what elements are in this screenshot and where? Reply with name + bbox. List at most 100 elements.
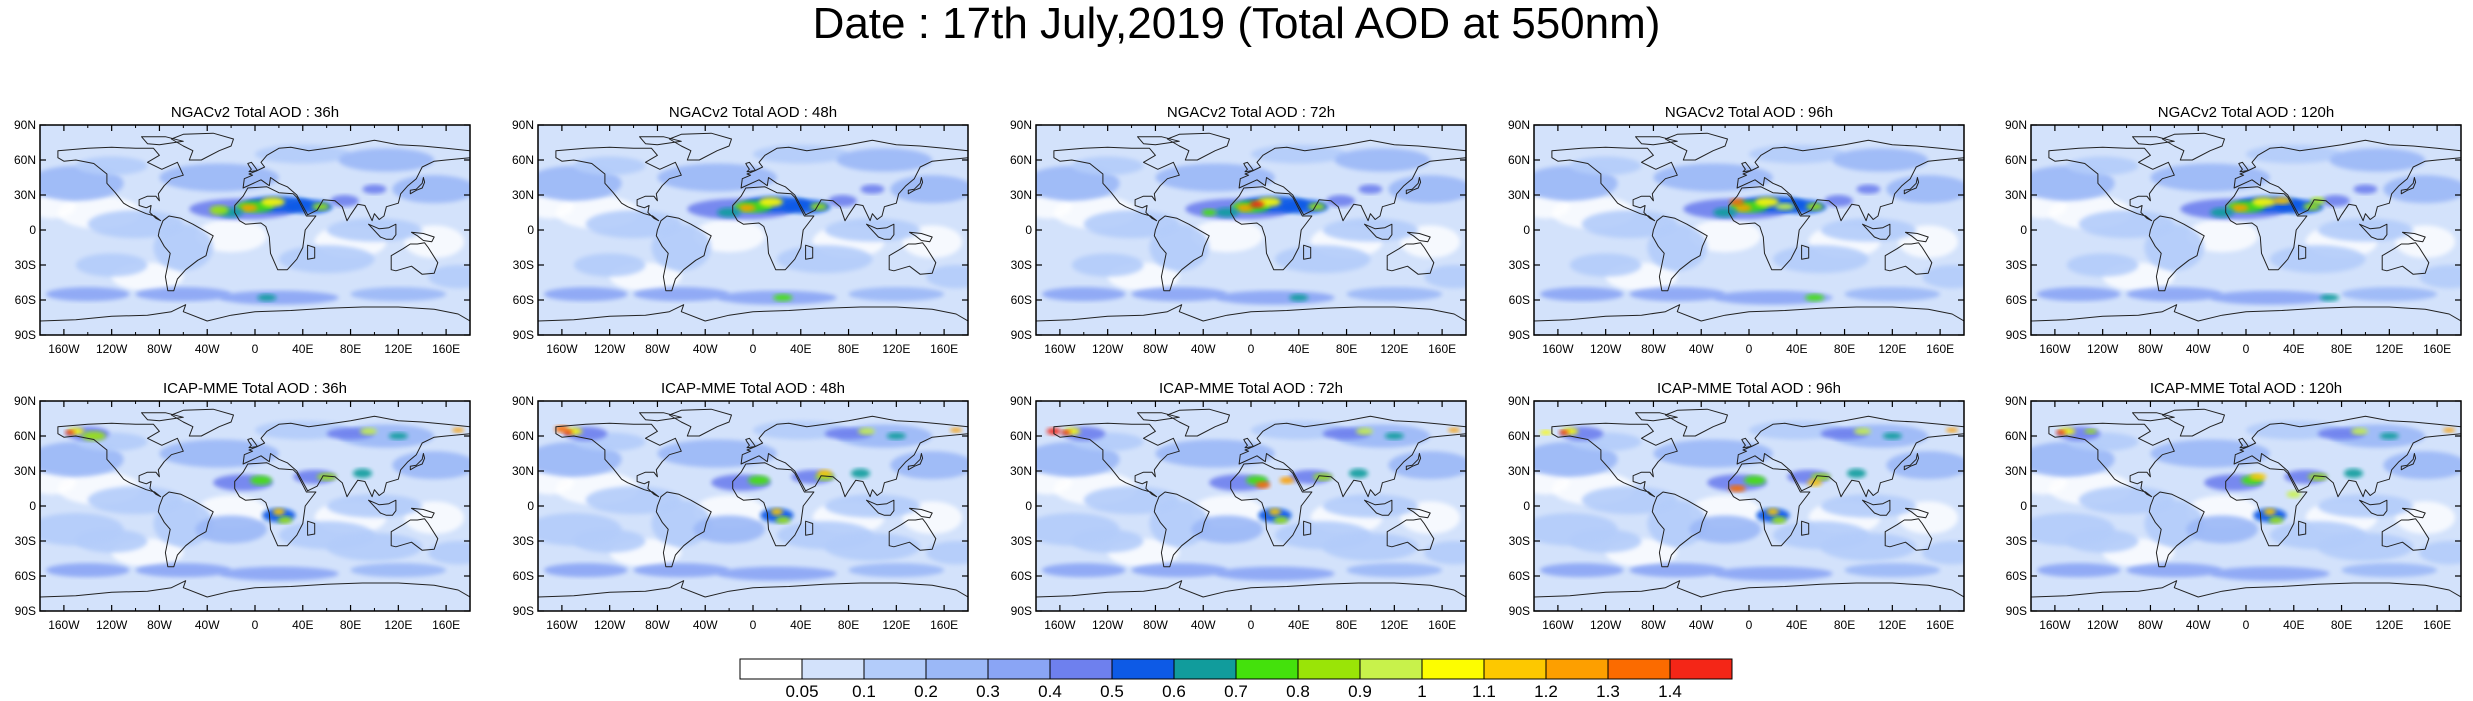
aod-blob — [828, 195, 857, 207]
coastline — [1651, 215, 1708, 292]
y-tick-label: 90S — [1011, 604, 1032, 618]
x-tick-label: 160E — [930, 342, 958, 356]
aod-blob — [362, 184, 387, 194]
aod-blob — [693, 515, 765, 544]
aod-blob — [554, 425, 570, 433]
x-tick-label: 120W — [2087, 342, 2119, 356]
aod-blob — [1322, 532, 1419, 561]
x-tick-label: 160E — [432, 618, 460, 632]
aod-blob — [2056, 430, 2066, 435]
y-tick-label: 60S — [2006, 293, 2027, 307]
x-tick-label: 40E — [1786, 618, 1807, 632]
aod-blob — [1348, 468, 1369, 479]
panel-title: ICAP-MME Total AOD : 48h — [661, 380, 845, 397]
coastline — [2031, 304, 2461, 335]
aod-blob — [1036, 513, 1120, 546]
y-tick-label: 0 — [29, 499, 36, 513]
panel-title: ICAP-MME Total AOD : 36h — [163, 380, 347, 397]
coastline — [2359, 499, 2388, 516]
aod-blob — [2317, 532, 2414, 561]
coastline — [2400, 453, 2417, 471]
aod-blob — [2343, 468, 2364, 479]
coastline — [668, 408, 732, 437]
aod-blob — [65, 430, 75, 435]
colorbar: 0.05 0.1 0.2 0.3 0.4 0.5 0.6 0.7 0.8 0.9 1 1.1 1.2 1.… — [739, 658, 1733, 701]
coastline — [1407, 507, 1431, 519]
aod-blob — [1255, 481, 1271, 489]
coastline — [141, 136, 184, 146]
x-tick-label: 160E — [2423, 618, 2451, 632]
colorbar-swatch — [925, 658, 989, 680]
aod-blob — [1356, 427, 1373, 435]
coastline — [1801, 244, 1810, 260]
aod-blob — [1689, 515, 1761, 544]
coastline — [247, 437, 258, 449]
coastline — [1036, 304, 1466, 335]
x-tick-label: 0 — [1248, 618, 1255, 632]
aod-blob — [1647, 500, 1708, 547]
aod-blob — [135, 287, 232, 302]
y-tick-label: 90N — [1010, 394, 1032, 408]
y-tick-label: 90N — [2005, 394, 2027, 408]
map-panel: NGACv2 Total AOD : 48h 160W 120W 80W 40W 0 40E… — [512, 104, 969, 356]
y-tick-label: 90N — [1508, 394, 1530, 408]
y-tick-label: 0 — [2020, 223, 2027, 237]
coastline — [1386, 242, 1435, 275]
aod-blob — [651, 500, 712, 547]
aod-blob — [159, 163, 279, 192]
y-tick-label: 60S — [15, 293, 36, 307]
y-tick-label: 90S — [15, 328, 36, 342]
coastline — [1166, 132, 1230, 161]
y-tick-label: 60N — [2005, 153, 2027, 167]
aod-blob — [2036, 563, 2121, 578]
y-tick-label: 90S — [2006, 604, 2027, 618]
panel-title: ICAP-MME Total AOD : 96h — [1657, 380, 1841, 397]
colorbar-swatch — [1049, 658, 1113, 680]
x-tick-label: 40W — [1191, 342, 1216, 356]
x-tick-label: 80E — [838, 618, 859, 632]
aod-blob — [1653, 439, 1773, 468]
aod-blob — [352, 468, 373, 479]
x-tick-label: 80W — [645, 342, 670, 356]
coastline — [2298, 244, 2307, 260]
aod-blob — [2031, 513, 2115, 546]
aod-blob — [748, 475, 770, 486]
aod-blob — [1832, 148, 1929, 172]
aod-blob — [950, 427, 963, 433]
aod-blob — [2269, 245, 2366, 274]
coastline — [2132, 412, 2175, 422]
aod-blob — [1061, 430, 1071, 435]
colorbar-label: 1.2 — [1534, 682, 1558, 701]
x-tick-label: 40W — [1689, 618, 1714, 632]
coastline — [1230, 462, 1313, 547]
colorbar-swatch — [801, 658, 865, 680]
aod-blob — [1713, 290, 1833, 305]
coastline — [1736, 139, 1964, 222]
coastline — [1153, 491, 1210, 568]
coastline — [1036, 580, 1466, 611]
x-tick-label: 40W — [693, 342, 718, 356]
coastline — [1884, 518, 1933, 551]
coastlines — [538, 408, 968, 611]
map-panel: ICAP-MME Total AOD : 96h 160W 120W 80W 40W 0 4… — [1508, 380, 1965, 632]
aod-blob — [2066, 253, 2139, 277]
coastline — [907, 453, 924, 471]
y-tick-label: 60S — [1011, 293, 1032, 307]
coastline — [1303, 244, 1312, 260]
aod-blob — [219, 290, 339, 305]
aod-blob — [1653, 163, 1773, 192]
x-tick-label: 40E — [790, 342, 811, 356]
aod-blob — [776, 245, 873, 274]
coastline — [888, 242, 937, 275]
aod-blob — [1713, 207, 1738, 218]
aod-blob — [153, 224, 214, 271]
x-tick-label: 120W — [2087, 618, 2119, 632]
aod-blob — [1820, 532, 1917, 561]
aod-blob — [2341, 563, 2438, 578]
x-tick-label: 120E — [384, 618, 412, 632]
aod-blob — [1534, 513, 1618, 546]
aod-blob — [848, 287, 945, 302]
x-tick-label: 80E — [1834, 342, 1855, 356]
y-tick-label: 30N — [14, 188, 36, 202]
coastline — [40, 580, 470, 611]
